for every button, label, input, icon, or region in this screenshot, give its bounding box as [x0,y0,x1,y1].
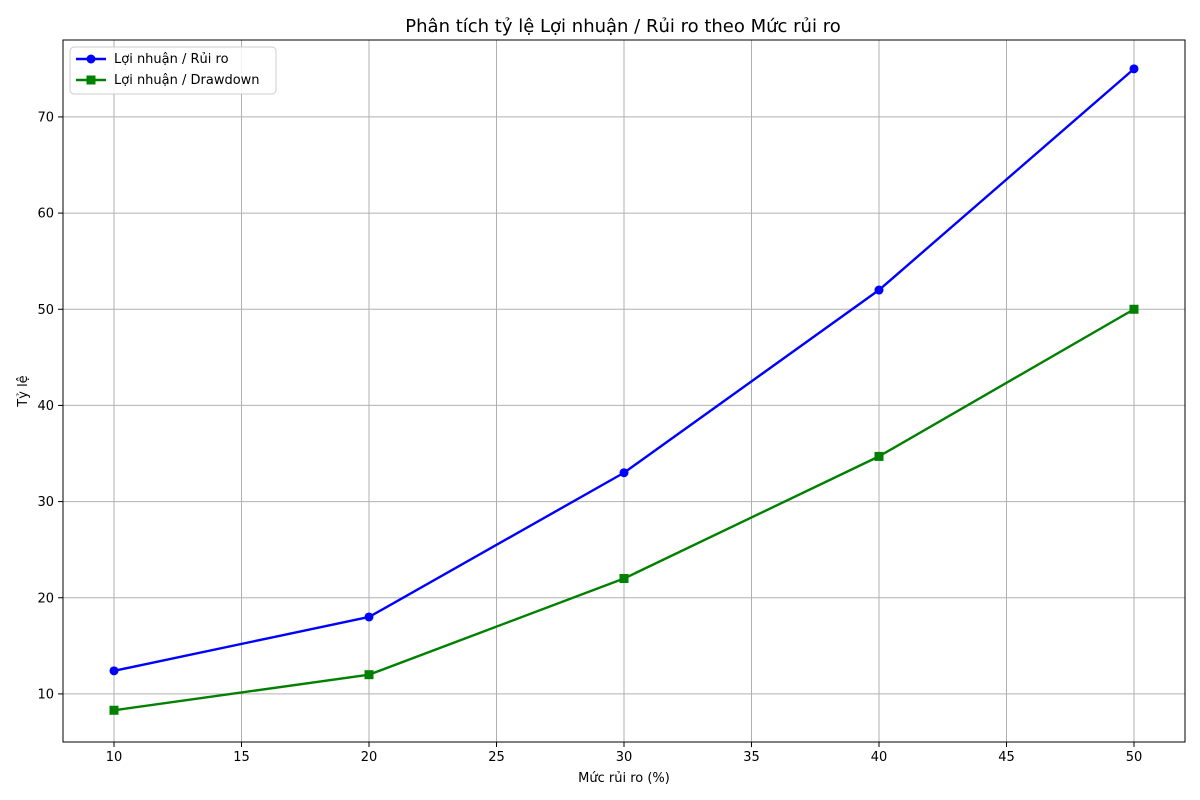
series-2-point [109,705,119,715]
x-tick-label: 20 [361,750,378,765]
legend-label-series-2: Lợi nhuận / Drawdown [114,73,260,88]
axis-ticks: 10 15 20 25 30 35 40 45 50 10 20 30 40 50 60 70 [37,110,1142,765]
series-2-point [1129,304,1139,314]
series-layer [109,64,1139,715]
x-tick-label: 40 [871,750,888,765]
series-1-point [109,666,119,676]
x-tick-label: 15 [233,750,250,765]
x-tick-label: 25 [488,750,505,765]
series-1-point [364,612,374,622]
y-tick-label: 50 [37,303,54,318]
series-1-point [874,285,884,295]
chart-title: Phân tích tỷ lệ Lợi nhuận / Rủi ro theo … [405,16,840,37]
x-tick-label: 35 [743,750,760,765]
y-tick-label: 30 [37,495,54,510]
series-2-point [364,670,374,680]
series-1-point [619,468,629,478]
x-axis-label: Mức rủi ro (%) [578,771,670,786]
x-tick-label: 45 [998,750,1015,765]
series-2-point [874,451,884,461]
y-tick-label: 40 [37,399,54,414]
series-2-point [619,574,629,584]
y-tick-label: 10 [37,687,54,702]
legend: Lợi nhuận / Rủi ro Lợi nhuận / Drawdown [69,46,277,95]
y-axis-label: Tỷ lệ [16,375,31,407]
legend-marker-series-2 [86,75,96,85]
legend-label-series-1: Lợi nhuận / Rủi ro [114,52,229,67]
series-1-point [1129,64,1139,74]
x-tick-label: 30 [616,750,633,765]
x-tick-label: 50 [1126,750,1143,765]
y-tick-label: 20 [37,591,54,606]
legend-marker-series-1 [86,54,96,64]
y-tick-label: 70 [37,110,54,125]
y-tick-label: 60 [37,207,54,222]
grid [63,40,1185,742]
legend-box [69,46,277,95]
x-tick-label: 10 [106,750,123,765]
